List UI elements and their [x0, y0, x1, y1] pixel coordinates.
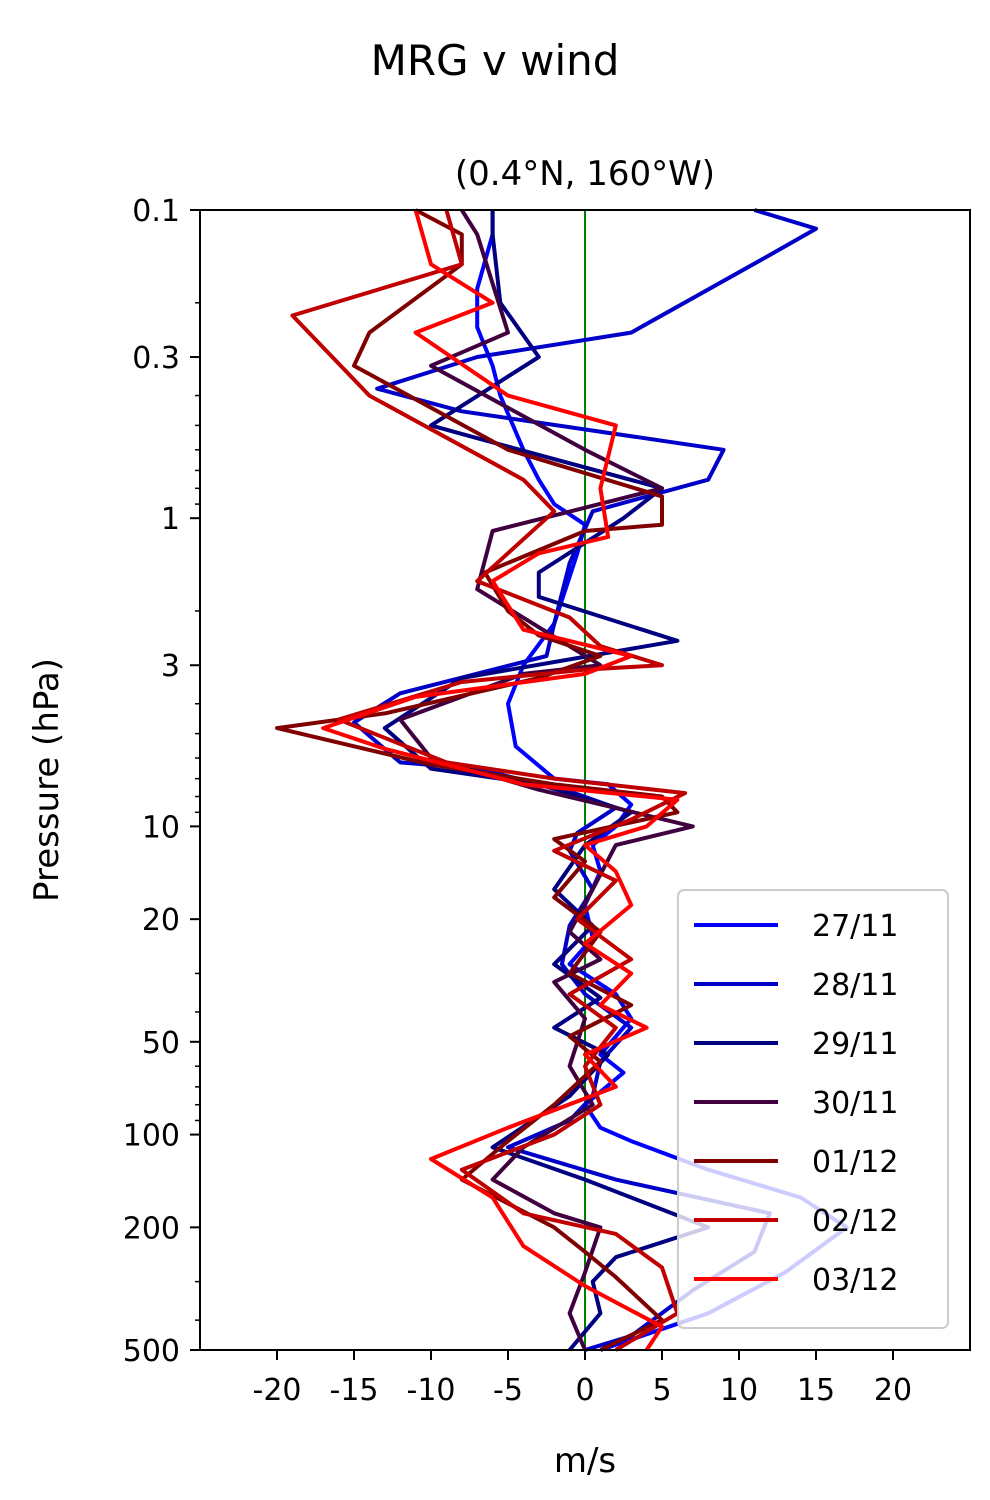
- y-tick-label: 0.1: [132, 194, 180, 229]
- legend-label: 27/11: [812, 909, 898, 944]
- series-line-30-11: [398, 208, 695, 1351]
- legend-label: 28/11: [812, 968, 898, 1003]
- legend-label: 29/11: [812, 1027, 898, 1062]
- y-tick-label: 100: [123, 1119, 180, 1154]
- y-tick-label: 3: [161, 649, 180, 684]
- x-tick-label: 0: [575, 1373, 594, 1408]
- y-tick-label: 0.3: [132, 341, 180, 376]
- series-line-02-12: [290, 209, 688, 1352]
- y-axis: 0.1 0.3 1 3 10 20 50 100 200 500: [123, 194, 200, 1369]
- legend-label: 01/12: [812, 1145, 898, 1180]
- y-tick-label: 50: [142, 1026, 180, 1061]
- y-tick-label: 20: [142, 903, 180, 938]
- y-tick-label: 200: [123, 1211, 180, 1246]
- legend-label: 02/12: [812, 1204, 898, 1239]
- x-tick-label: -20: [253, 1373, 302, 1408]
- y-tick-label: 500: [123, 1334, 180, 1369]
- x-tick-label: 15: [797, 1373, 835, 1408]
- series-group: [275, 208, 849, 1352]
- plot-area: [199, 208, 971, 1352]
- legend-label: 03/12: [812, 1263, 898, 1298]
- x-tick-label: -15: [330, 1373, 379, 1408]
- series-line-01-12: [275, 208, 680, 1352]
- series-line-03-12: [321, 209, 680, 1352]
- x-tick-label: 20: [874, 1373, 912, 1408]
- x-tick-label: -5: [493, 1373, 523, 1408]
- legend-label: 30/11: [812, 1086, 898, 1121]
- x-tick-label: 10: [720, 1373, 758, 1408]
- x-axis-label: m/s: [554, 1441, 616, 1481]
- y-axis-label: Pressure (hPa): [27, 658, 67, 902]
- chart-suptitle: MRG v wind: [371, 36, 620, 85]
- x-axis: -20 -15 -10 -5 0 5 10 15 20: [253, 1350, 912, 1408]
- chart-title: (0.4°N, 160°W): [455, 154, 715, 194]
- y-tick-label: 10: [142, 810, 180, 845]
- legend: 27/11 28/11 29/11 30/11 01/12 02/12 03/12: [677, 889, 949, 1329]
- x-tick-label: -10: [407, 1373, 456, 1408]
- x-tick-label: 5: [652, 1373, 671, 1408]
- y-tick-label: 1: [161, 502, 180, 537]
